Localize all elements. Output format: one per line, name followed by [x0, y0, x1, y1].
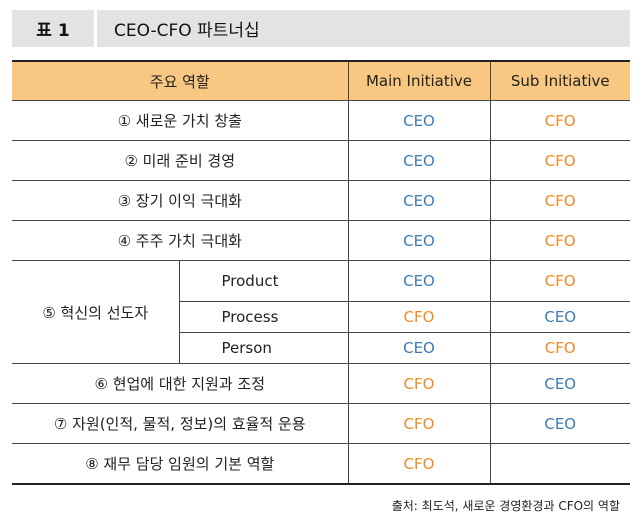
main-initiative-cell: CEO [347, 140, 491, 181]
sub-initiative-cell: CEO [489, 403, 630, 444]
table-title: CEO-CFO 파트너십 [114, 21, 260, 41]
sub-initiative-cell: CFO [489, 180, 630, 221]
role-cell: ④ 주주 가치 극대화 [12, 220, 349, 261]
table-row: ⑦ 자원(인적, 물적, 정보)의 효율적 운용 CFO CEO [12, 403, 630, 444]
main-initiative-cell: CEO [347, 100, 491, 141]
main-initiative-cell: CFO [347, 363, 491, 404]
title-divider [94, 10, 97, 47]
sub-role-cell: Person [179, 332, 349, 364]
main-initiative-cell: CFO [347, 301, 491, 333]
sub-initiative-cell [489, 443, 630, 485]
table-row: ⑥ 현업에 대한 지원과 조정 CFO CEO [12, 363, 630, 404]
sub-initiative-cell: CFO [489, 100, 630, 141]
main-initiative-cell: CFO [347, 443, 491, 485]
table-number-label: 표 1 [36, 21, 70, 41]
main-initiative-cell: CFO [347, 403, 491, 444]
sub-initiative-cell: CFO [489, 260, 630, 302]
sub-role-cell: Product [178, 260, 349, 302]
header-row: 주요 역할 Main Initiative Sub Initiative [12, 60, 630, 101]
role-cell: ⑥ 현업에 대한 지원과 조정 [12, 363, 349, 404]
main-initiative-cell: CEO [347, 260, 491, 302]
main-initiative-cell: CEO [347, 180, 491, 221]
table-title-bar: 표 1 CEO-CFO 파트너십 [12, 10, 630, 47]
role-cell: ⑦ 자원(인적, 물적, 정보)의 효율적 운용 [12, 403, 349, 444]
sub-initiative-cell: CEO [489, 363, 630, 404]
sub-initiative-cell: CFO [489, 140, 630, 181]
role-cell: ② 미래 준비 경영 [12, 140, 349, 181]
role-cell: ③ 장기 이익 극대화 [12, 180, 349, 221]
sub-initiative-cell: CFO [489, 220, 630, 261]
table-row: ④ 주주 가치 극대화 CEO CFO [12, 220, 630, 261]
main-initiative-cell: CEO [347, 220, 491, 261]
table-row: Person CEO CFO [12, 332, 630, 364]
role-cell: ① 새로운 가치 창출 [12, 100, 349, 141]
table-row: ① 새로운 가치 창출 CEO CFO [12, 100, 630, 141]
sub-role-cell: Process [179, 301, 349, 333]
sub-initiative-cell: CFO [489, 332, 630, 364]
sub-initiative-cell: CEO [489, 301, 630, 333]
table-row: ② 미래 준비 경영 CEO CFO [12, 140, 630, 181]
partnership-table: 주요 역할 Main Initiative Sub Initiative ① 새… [12, 60, 630, 485]
table-row: ⑤ 혁신의 선도자 Product CEO CFO [12, 260, 630, 364]
table-row: ③ 장기 이익 극대화 CEO CFO [12, 180, 630, 221]
table-row: ⑧ 재무 담당 임원의 기본 역할 CFO [12, 443, 630, 485]
main-initiative-cell: CEO [347, 332, 491, 364]
header-sub-initiative: Sub Initiative [489, 60, 630, 101]
source-note: 출처: 최도석, 새로운 경영환경과 CFO의 역할 [391, 499, 620, 513]
role-cell-innovation: ⑤ 혁신의 선도자 [12, 260, 180, 364]
role-cell: ⑧ 재무 담당 임원의 기본 역할 [12, 443, 349, 485]
header-role: 주요 역할 [12, 60, 349, 101]
header-main-initiative: Main Initiative [347, 60, 491, 101]
